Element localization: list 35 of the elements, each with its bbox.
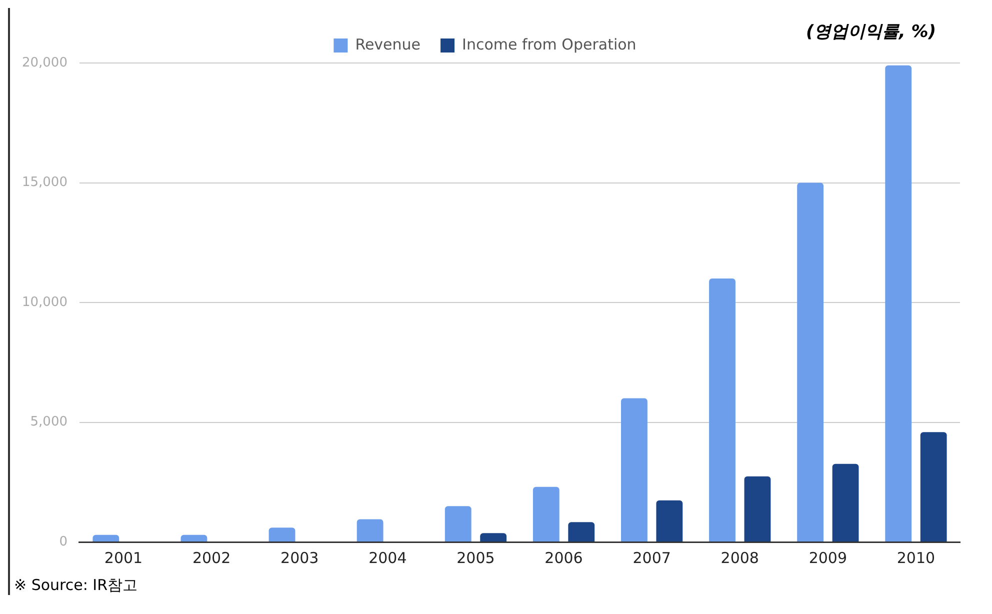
bar: [920, 432, 947, 542]
y-tick-label: 5,000: [30, 414, 68, 430]
bar: [656, 500, 683, 542]
bar: [797, 182, 824, 542]
text: (영업이익률, %): [806, 21, 936, 43]
legend-label: Revenue: [355, 35, 421, 54]
x-tick-label: 2007: [632, 548, 671, 567]
text: ※ Source: IR참고: [13, 576, 139, 595]
bar: [180, 534, 208, 542]
x-tick-label: 2005: [456, 548, 495, 567]
legend-label: Income from Operation: [462, 35, 636, 54]
y-tick-label: 15,000: [22, 175, 68, 190]
bar: [621, 398, 648, 542]
y-tick-label: 0: [59, 534, 68, 550]
x-tick-label: 2004: [368, 548, 407, 567]
x-tick-label: 2002: [192, 548, 231, 567]
x-tick-label: 2009: [808, 548, 848, 567]
x-tick-label: 2006: [544, 548, 583, 567]
bar: [709, 278, 736, 542]
bar: [356, 519, 384, 542]
bar: [885, 65, 912, 542]
x-tick-label: 2008: [720, 548, 759, 567]
y-tick-label: 20,000: [22, 55, 68, 70]
bar: [92, 534, 120, 542]
bar: [532, 486, 560, 542]
x-tick-label: 2003: [280, 548, 319, 567]
x-tick-label: 2001: [104, 548, 143, 567]
y-tick-label: 10,000: [22, 294, 68, 310]
bar: [568, 522, 595, 542]
bar: [480, 533, 507, 542]
bar: [832, 464, 859, 542]
bar: [444, 506, 472, 542]
bar: [268, 528, 296, 542]
bar: [744, 476, 771, 542]
x-tick-label: 2010: [896, 548, 936, 567]
